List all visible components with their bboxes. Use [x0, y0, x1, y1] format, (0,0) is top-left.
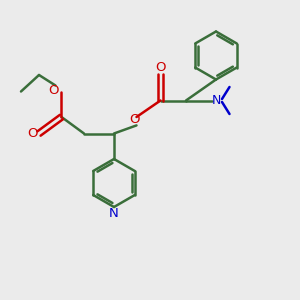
Text: O: O — [129, 113, 139, 126]
Text: O: O — [155, 61, 166, 74]
Text: N: N — [109, 207, 119, 220]
Text: N: N — [212, 94, 222, 107]
Text: O: O — [49, 83, 59, 97]
Text: O: O — [27, 127, 38, 140]
